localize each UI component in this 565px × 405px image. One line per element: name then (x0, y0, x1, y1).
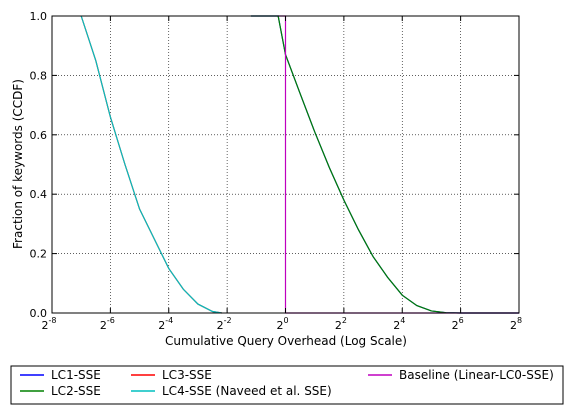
x-tick-label: 20 (276, 316, 288, 332)
x-tick-label: 2-8 (42, 316, 57, 332)
x-tick-label: 22 (335, 316, 347, 332)
y-tick-label: 0.0 (30, 307, 48, 320)
x-tick-label: 2-6 (100, 316, 115, 332)
x-tick-label: 2-4 (158, 316, 173, 332)
x-tick-label: 26 (452, 316, 464, 332)
legend-label-baseline: Baseline (Linear-LC0-SSE) (399, 368, 554, 382)
y-axis-ticks: 0.0 0.2 0.4 0.6 0.8 1.0 (30, 10, 519, 320)
legend-box (10, 365, 564, 405)
legend-label-lc4-sse: LC4-SSE (Naveed et al. SSE) (162, 384, 332, 398)
y-tick-label: 0.8 (30, 69, 48, 82)
series-line-lc2-sse (250, 15, 519, 314)
legend: LC1-SSE LC2-SSE LC3-SSE LC4-SSE (Naveed et … (10, 365, 564, 405)
series-line-lc4-sse (80, 15, 223, 314)
legend-label-lc2-sse: LC2-SSE (51, 384, 101, 398)
y-axis-label: Fraction of keywords (CCDF) (11, 79, 25, 249)
legend-label-lc3-sse: LC3-SSE (162, 368, 212, 382)
plot-area (51, 15, 520, 314)
y-tick-label: 0.6 (30, 129, 48, 142)
x-tick-label: 2-2 (217, 316, 232, 332)
y-tick-label: 1.0 (30, 10, 48, 23)
y-tick-label: 0.4 (30, 188, 48, 201)
y-tick-label: 0.2 (30, 248, 48, 261)
x-tick-label: 24 (393, 316, 405, 332)
legend-label-lc1-sse: LC1-SSE (51, 368, 101, 382)
x-tick-label: 28 (510, 316, 522, 332)
x-axis-ticks: 2-8 2-6 2-4 2-2 20 22 24 26 28 (42, 16, 522, 332)
x-axis-label: Cumulative Query Overhead (Log Scale) (165, 334, 407, 348)
